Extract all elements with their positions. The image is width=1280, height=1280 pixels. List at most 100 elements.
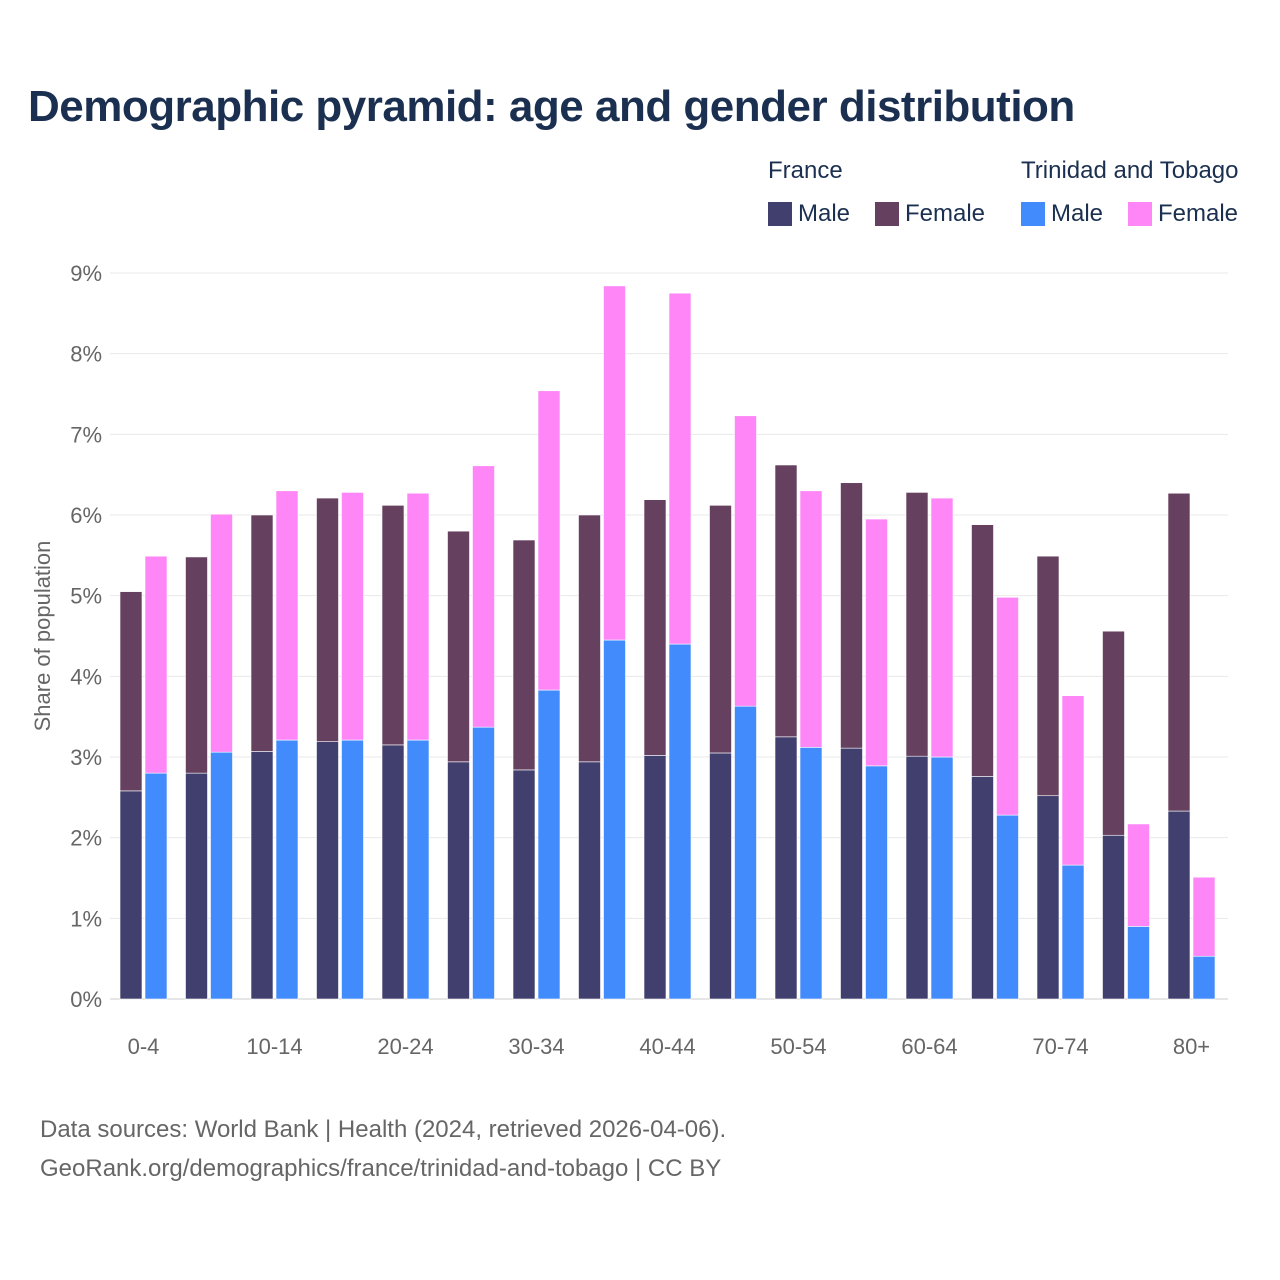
y-axis-label: Share of population: [30, 541, 55, 732]
bar-france-female: [316, 497, 339, 742]
bar-trinidad-and-tobago-female: [1192, 876, 1216, 957]
bar-trinidad-and-tobago-female: [930, 497, 954, 758]
source-url[interactable]: GeoRank.org/demographics/france/trinidad…: [40, 1155, 722, 1182]
bar-trinidad-and-tobago-male: [1192, 955, 1216, 1000]
bar-france-female: [774, 464, 798, 738]
bar-trinidad-and-tobago-female: [734, 415, 757, 707]
bar-france-female: [381, 505, 405, 746]
bar-trinidad-and-tobago-male: [734, 705, 757, 1000]
bar-chart: 0% 1% 2% 3% 4% 5% 6% 7% 8% 9% Share of population 0…: [30, 261, 1228, 1059]
bar-france-male: [250, 751, 274, 1000]
legend-tt-female[interactable]: Female: [1128, 200, 1238, 228]
y-tick-label: 8%: [70, 342, 102, 367]
legend-group-trinidad: Trinidad and Tobago: [1021, 157, 1239, 184]
bar-france-female: [971, 524, 994, 777]
bar-france-male: [643, 755, 667, 1000]
bar-trinidad-and-tobago-female: [144, 555, 168, 774]
bar-france-male: [1036, 795, 1060, 1000]
bar-france-female: [905, 492, 929, 757]
bar-trinidad-and-tobago-male: [341, 739, 364, 1000]
bar-france-male: [119, 790, 143, 1000]
bar-france-male: [1102, 834, 1125, 1000]
legend-tt-male[interactable]: Male: [1021, 200, 1103, 228]
bar-trinidad-and-tobago-male: [472, 726, 495, 1000]
legend-group-france: France: [768, 157, 843, 184]
legend-label: Male: [798, 200, 851, 227]
y-tick-label: 9%: [70, 261, 102, 286]
bar-france-male: [971, 776, 994, 1000]
legend-swatch: [875, 202, 899, 226]
legend-swatch: [768, 202, 792, 226]
bar-france-female: [512, 539, 536, 771]
bar-france-female: [250, 514, 274, 752]
bar-trinidad-and-tobago-male: [144, 772, 168, 1000]
source-line: Data sources: World Bank | Health (2024,…: [40, 1116, 727, 1143]
x-tick-label: 70-74: [1032, 1034, 1088, 1059]
x-tick-label: 0-4: [128, 1034, 160, 1059]
bar-trinidad-and-tobago-female: [996, 596, 1019, 816]
bar-trinidad-and-tobago-male: [865, 765, 888, 1000]
bar-france-female: [185, 556, 208, 774]
y-tick-label: 3%: [70, 745, 102, 770]
y-tick-label: 6%: [70, 503, 102, 528]
x-tick-label: 30-34: [508, 1034, 564, 1059]
y-tick-label: 0%: [70, 987, 102, 1012]
legend-france-male[interactable]: Male: [768, 200, 850, 228]
bar-france-male: [381, 744, 405, 1000]
bar-trinidad-and-tobago-female: [472, 465, 495, 728]
bar-france-female: [709, 505, 732, 754]
chart-title: Demographic pyramid: age and gender dist…: [28, 82, 1075, 131]
bar-trinidad-and-tobago-female: [1061, 695, 1085, 866]
x-tick-label: 60-64: [901, 1034, 957, 1059]
bar-trinidad-and-tobago-male: [996, 814, 1019, 1000]
bar-trinidad-and-tobago-female: [799, 490, 823, 748]
bar-trinidad-and-tobago-female: [1127, 823, 1150, 927]
bar-france-male: [709, 752, 732, 1000]
y-tick-label: 4%: [70, 664, 102, 689]
bar-trinidad-and-tobago-female: [537, 390, 561, 691]
bar-trinidad-and-tobago-male: [406, 739, 430, 1000]
bar-france-male: [185, 772, 208, 1000]
bar-france-male: [774, 736, 798, 1000]
bar-france-female: [1102, 630, 1125, 836]
bar-trinidad-and-tobago-male: [799, 747, 823, 1000]
bar-trinidad-and-tobago-male: [275, 739, 299, 1000]
bar-france-female: [447, 530, 470, 763]
bar-france-female: [840, 482, 863, 749]
x-tick-label: 20-24: [377, 1034, 433, 1059]
bar-france-female: [643, 499, 667, 756]
bar-trinidad-and-tobago-female: [275, 490, 299, 741]
bar-france-male: [905, 755, 929, 1000]
x-tick-label: 40-44: [639, 1034, 695, 1059]
y-tick-label: 5%: [70, 584, 102, 609]
bar-trinidad-and-tobago-male: [537, 689, 561, 1000]
bar-trinidad-and-tobago-male: [603, 639, 626, 1000]
bar-trinidad-and-tobago-female: [603, 285, 626, 641]
y-tick-label: 2%: [70, 826, 102, 851]
bar-france-female: [1167, 492, 1191, 812]
bar-trinidad-and-tobago-female: [341, 492, 364, 741]
bar-france-female: [578, 514, 601, 763]
bar-trinidad-and-tobago-male: [930, 756, 954, 1000]
bar-france-male: [512, 769, 536, 1000]
legend-label: Female: [1158, 200, 1239, 227]
bar-trinidad-and-tobago-female: [210, 513, 233, 753]
legend-swatch: [1128, 202, 1152, 226]
legend-label: Male: [1051, 200, 1104, 227]
bar-france-female: [119, 591, 143, 792]
bar-trinidad-and-tobago-female: [406, 492, 430, 741]
x-tick-label: 50-54: [770, 1034, 826, 1059]
x-tick-label: 80+: [1173, 1034, 1210, 1059]
bar-trinidad-and-tobago-female: [865, 518, 888, 767]
bar-trinidad-and-tobago-male: [668, 643, 692, 1000]
bar-france-male: [840, 747, 863, 1000]
bar-france-female: [1036, 555, 1060, 797]
bar-france-male: [447, 761, 470, 1000]
x-tick-label: 10-14: [246, 1034, 302, 1059]
legend-label: Female: [905, 200, 986, 227]
bar-france-male: [1167, 810, 1191, 1000]
bar-trinidad-and-tobago-male: [210, 751, 233, 1000]
legend-swatch: [1021, 202, 1045, 226]
legend-france-female[interactable]: Female: [875, 200, 985, 228]
bar-trinidad-and-tobago-male: [1061, 864, 1085, 1000]
